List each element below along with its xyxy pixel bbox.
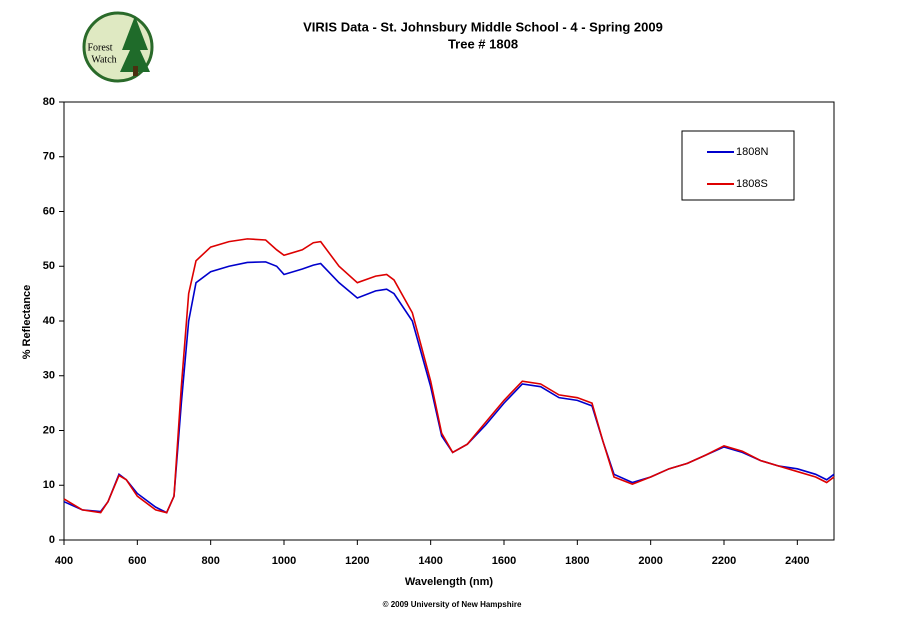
x-tick-label: 600 (128, 555, 146, 567)
x-tick-label: 2400 (785, 555, 809, 567)
x-tick-label: 1600 (492, 555, 516, 567)
x-tick-label: 400 (55, 555, 73, 567)
logo-tree (120, 16, 150, 72)
y-tick-label: 80 (43, 96, 55, 108)
data-line (63, 261, 835, 514)
x-tick-label: 800 (201, 555, 219, 567)
x-tick-label: 2200 (712, 555, 736, 567)
y-tick-label: 10 (43, 479, 55, 491)
logo-text: Watch (91, 54, 116, 65)
y-tick-label: 50 (43, 260, 55, 272)
y-tick-label: 20 (43, 424, 55, 436)
legend-box (681, 130, 795, 201)
y-tick-label: 70 (43, 151, 55, 163)
chart-title: VIRIS Data - St. Johnsbury Middle School… (303, 19, 663, 34)
x-tick-label: 1000 (272, 555, 296, 567)
x-tick-label: 1400 (418, 555, 442, 567)
logo: Forest Watch (82, 11, 154, 83)
y-tick-label: 0 (49, 534, 55, 546)
x-tick-label: 2000 (638, 555, 662, 567)
legend-label: 1808N (736, 146, 768, 158)
chart-subtitle: Tree # 1808 (448, 36, 518, 51)
x-tick-label: 1200 (345, 555, 369, 567)
legend-label: 1808S (736, 178, 768, 190)
logo-trunk (133, 66, 138, 76)
footer: © 2009 University of New Hampshire (383, 600, 522, 609)
x-axis-label: Wavelength (nm) (405, 576, 494, 588)
y-axis-label: % Reflectance (21, 285, 33, 360)
y-tick-label: 40 (43, 315, 55, 327)
x-tick-label: 1800 (565, 555, 589, 567)
y-tick-label: 30 (43, 370, 55, 382)
logo-text: Forest (88, 42, 113, 53)
y-tick-label: 60 (43, 205, 55, 217)
data-line (63, 238, 835, 514)
